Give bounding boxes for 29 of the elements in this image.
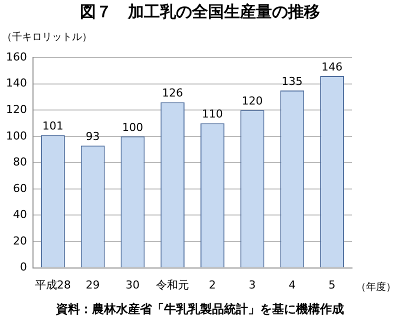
chart-title: 図７ 加工乳の全国生産量の推移: [79, 2, 321, 23]
x-tick-label: 29: [86, 278, 100, 292]
x-tick-label: 30: [126, 278, 140, 292]
x-tick-label: 5: [328, 278, 336, 292]
y-tick-label: 40: [12, 208, 27, 222]
data-label: 101: [42, 119, 64, 132]
y-tick-label: 0: [20, 260, 27, 274]
x-tick-label: 平成28: [34, 278, 71, 292]
data-label: 120: [242, 94, 263, 108]
y-tick-label: 120: [6, 103, 27, 116]
y-tick-label: 20: [12, 234, 27, 248]
y-tick-label: 60: [12, 182, 27, 195]
data-label: 146: [322, 60, 343, 74]
x-tick-label: 3: [248, 278, 256, 292]
y-tick-label: 140: [6, 76, 27, 90]
data-label: 93: [86, 130, 100, 143]
x-tick-label: 令和元: [156, 278, 190, 292]
data-label: 100: [122, 120, 144, 134]
data-label: 126: [162, 86, 184, 100]
y-tick-label: 160: [6, 50, 27, 64]
x-tick-label: 4: [288, 278, 296, 292]
x-axis-title: （年度）: [356, 280, 396, 294]
data-label: 110: [202, 108, 223, 121]
text: 資料：農林水産省「牛乳乳製品統計」を基に機構作成: [55, 301, 345, 318]
y-axis-title: （千キロリットル）: [2, 30, 92, 44]
data-label: 135: [282, 74, 303, 88]
y-tick-label: 100: [6, 129, 27, 142]
y-tick-label: 80: [12, 156, 27, 169]
x-tick-label: 2: [208, 278, 216, 292]
